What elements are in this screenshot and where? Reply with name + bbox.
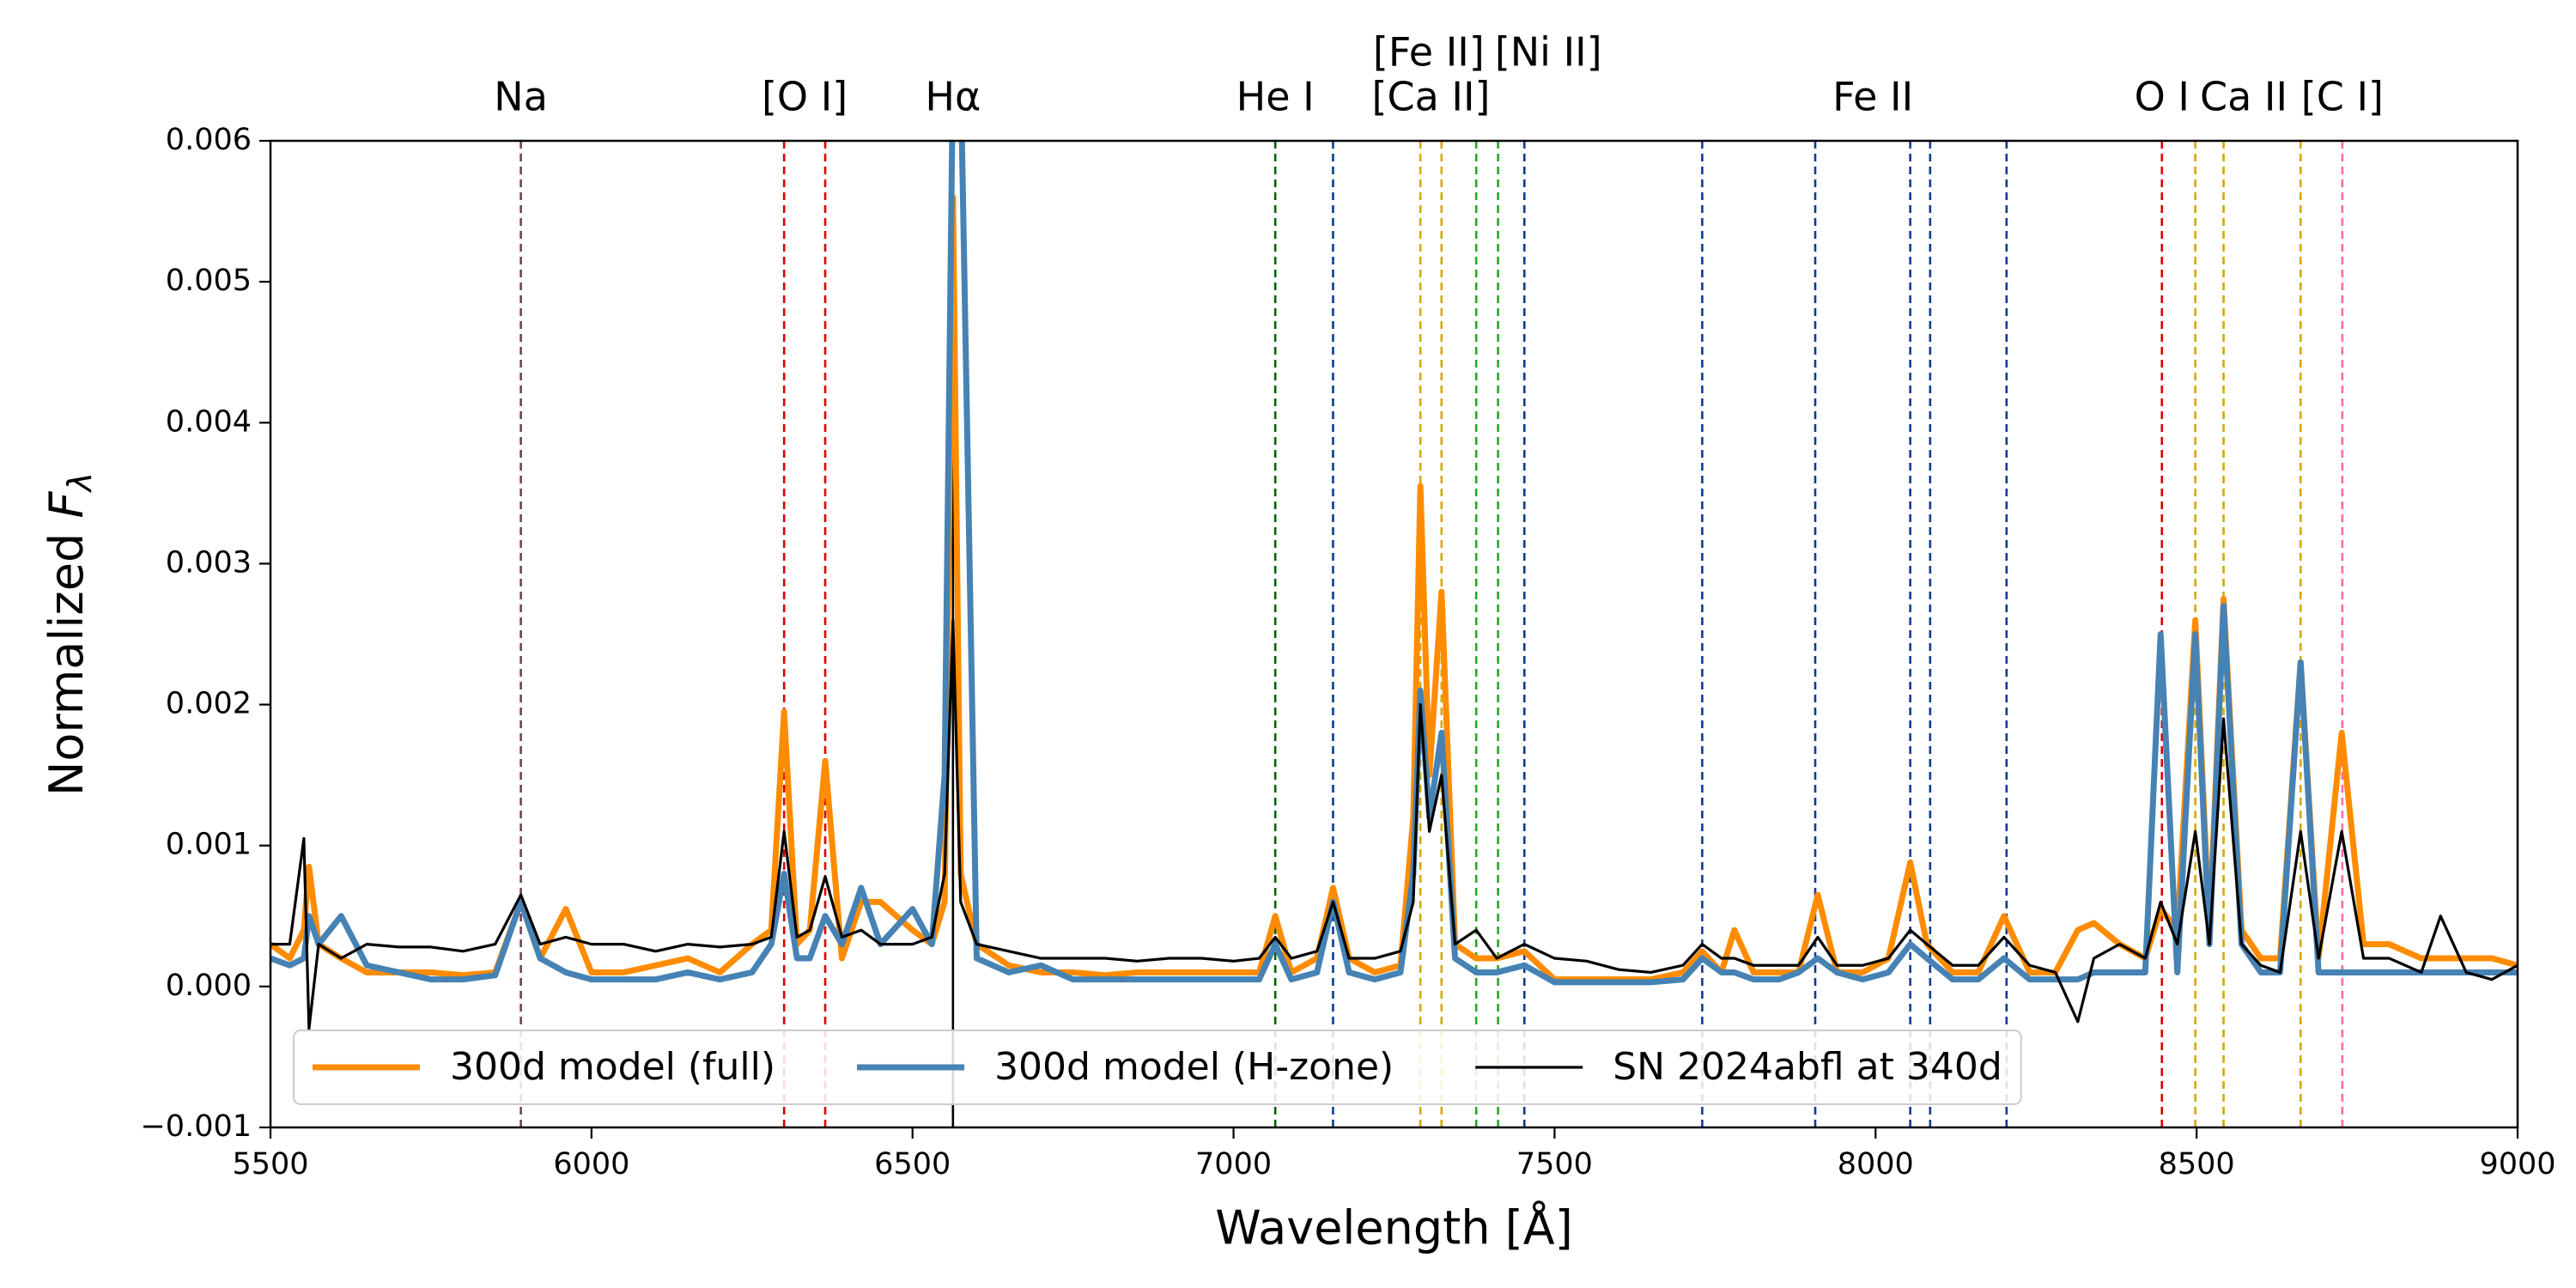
x-tick-label: 8000 xyxy=(1838,1147,1914,1182)
x-axis-label: Wavelength [Å] xyxy=(1215,1200,1573,1255)
y-axis-label: Normalized Fλ xyxy=(39,472,99,796)
y-tick-label: 0.005 xyxy=(166,264,252,298)
y-tick-label: −0.001 xyxy=(140,1109,252,1144)
y-tick-label: 0.000 xyxy=(166,969,252,1003)
line-id-label: Fe II xyxy=(1832,74,1913,120)
line-id-label: [Ni II] xyxy=(1495,29,1602,76)
x-tick-label: 9000 xyxy=(2479,1147,2555,1182)
y-tick-label: 0.002 xyxy=(166,687,252,721)
legend-label: 300d model (H-zone) xyxy=(994,1045,1394,1089)
x-tick-label: 5500 xyxy=(232,1147,308,1182)
line-id-label: [C I] xyxy=(2301,74,2384,120)
y-tick-label: 0.001 xyxy=(166,828,252,862)
line-id-label: Na xyxy=(494,74,548,120)
line-id-label: O I xyxy=(2135,74,2190,120)
y-tick-label: 0.006 xyxy=(166,123,252,157)
series-line xyxy=(270,618,2518,1030)
axes-frame xyxy=(269,139,2519,1129)
x-tick-label: 6500 xyxy=(874,1147,951,1182)
line-id-label: [O I] xyxy=(762,74,848,120)
legend-label: 300d model (full) xyxy=(450,1045,775,1089)
x-tick-label: 8500 xyxy=(2159,1147,2235,1182)
line-id-label: [Fe II] xyxy=(1373,29,1485,76)
line-id-label: [Ca II] xyxy=(1372,74,1491,120)
y-tick-label: 0.003 xyxy=(166,545,252,580)
y-tick-label: 0.004 xyxy=(166,404,252,439)
x-tick-label: 6000 xyxy=(553,1147,629,1182)
legend: 300d model (full) 300d model (H-zone) SN 2… xyxy=(293,1030,2022,1105)
legend-label: SN 2024abfl at 340d xyxy=(1613,1045,2002,1089)
line-id-label: Hα xyxy=(925,74,981,120)
x-tick-label: 7000 xyxy=(1195,1147,1272,1182)
line-id-label: Ca II xyxy=(2200,74,2287,120)
plot-lines xyxy=(270,141,2518,1030)
legend-frame xyxy=(293,1030,2022,1105)
line-id-label: He I xyxy=(1236,74,1315,120)
x-tick-label: 7500 xyxy=(1516,1147,1593,1182)
